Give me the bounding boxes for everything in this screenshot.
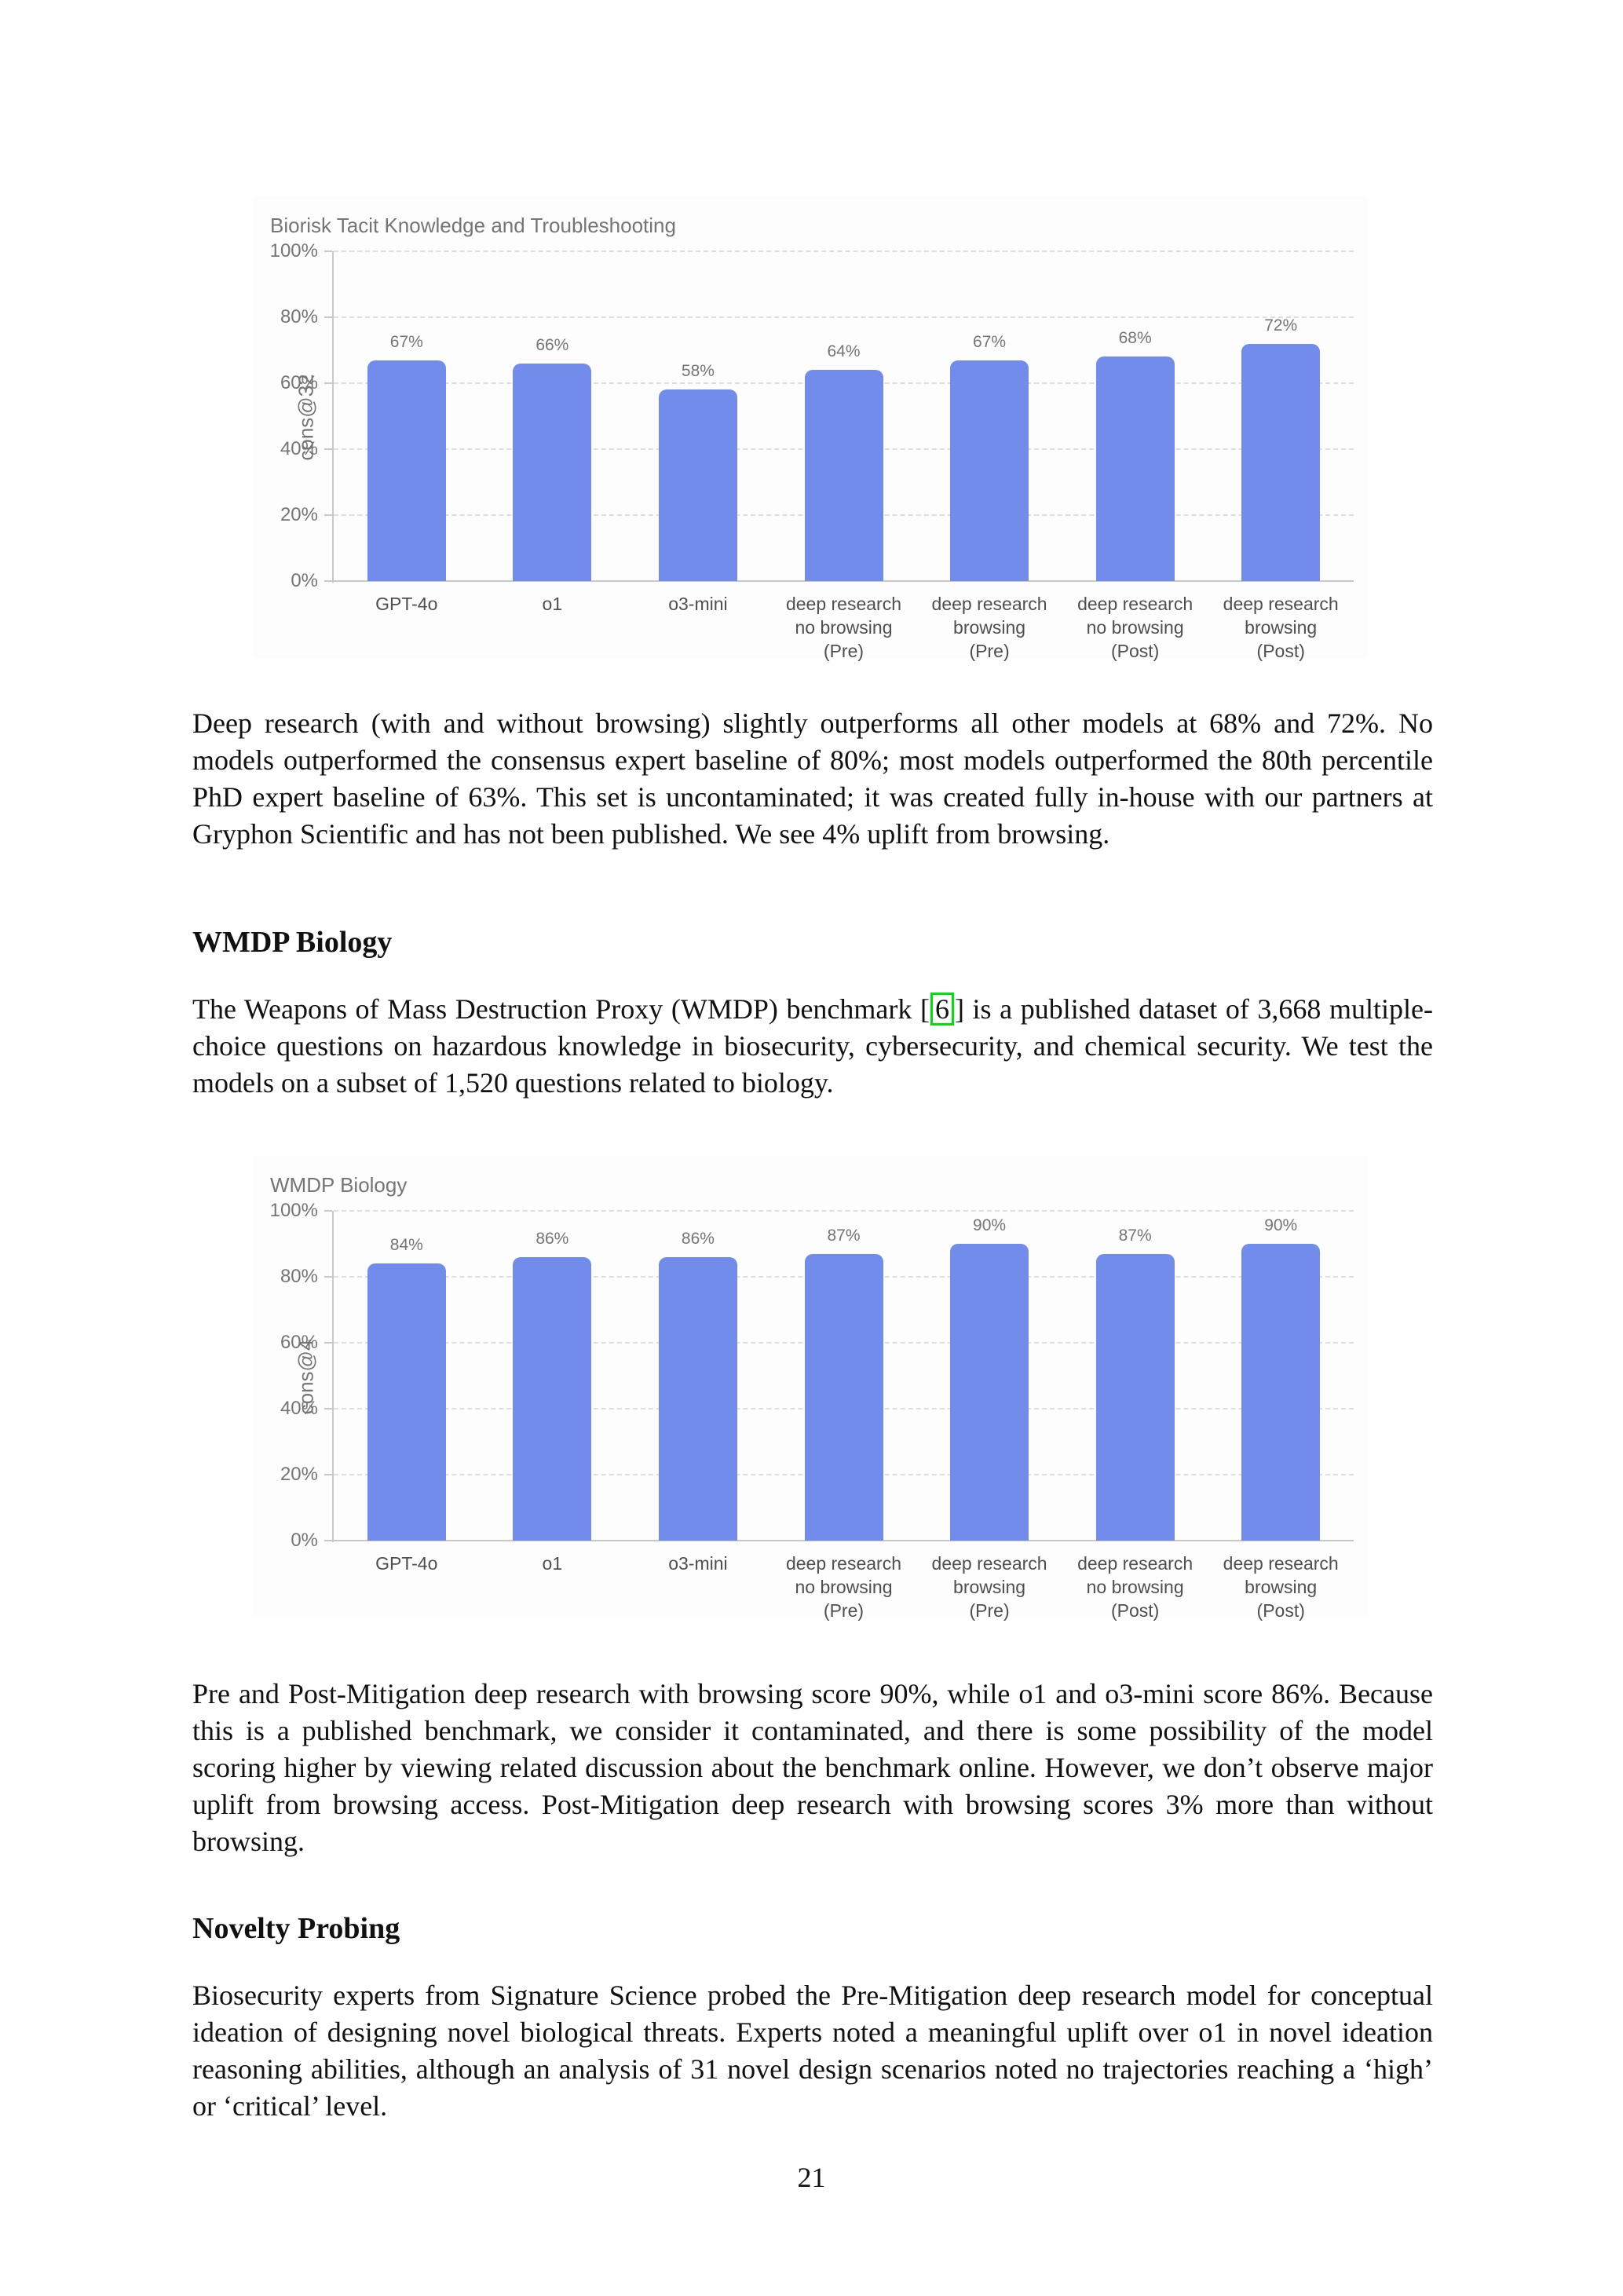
y-axis-tick [324,1342,332,1344]
y-tick-label: 60% [280,372,318,393]
bar-value-label: 87% [1118,1226,1152,1245]
y-tick-label: 80% [280,306,318,327]
bar-deep research-no browsing-Pre [804,1253,883,1541]
bar-deep research-no browsing-Post [1095,356,1175,581]
bar-value-label: 64% [827,342,861,361]
x-category-label: deep research browsing (Pre) [931,1553,1047,1621]
bar-GPT-4o [367,1263,446,1541]
y-tick-label: 0% [291,1530,318,1551]
bar-deep research-browsing-Pre [950,360,1029,581]
bar-value-label: 72% [1264,316,1298,335]
x-category-label: deep research browsing (Post) [1223,1553,1339,1621]
x-category-label: GPT-4o [375,1553,438,1574]
x-category-label: o3-mini [668,594,728,614]
bar-value-label: 66% [536,335,569,354]
section-heading-novelty-probing: Novelty Probing [192,1912,400,1945]
gridline-80 [334,316,1354,318]
bar-o1 [513,1256,592,1541]
x-category-label: GPT-4o [375,594,438,614]
bar-value-label: 68% [1118,329,1152,348]
y-tick-label: 100% [269,240,318,261]
bar-value-label: 87% [827,1226,861,1245]
x-category-label: deep research browsing (Post) [1223,594,1339,661]
x-category-label: o1 [542,1553,563,1574]
x-category-label: o3-mini [668,1553,728,1574]
y-axis-label: cons@32 [294,374,318,461]
bar-value-label: 58% [681,362,715,381]
y-axis-line [332,251,334,583]
figure-biorisk-tacit-knowledge-chart: Biorisk Tacit Knowledge and Troubleshoot… [253,196,1368,661]
bar-deep research-no browsing-Post [1095,1253,1175,1541]
y-axis-tick [324,1408,332,1409]
y-tick-label: 20% [280,1464,318,1485]
y-tick-label: 100% [269,1200,318,1221]
gridline-100 [334,250,1354,252]
chart-title: WMDP Biology [270,1173,408,1197]
paragraph-text: The Weapons of Mass Destruction Proxy (W… [192,993,920,1025]
x-category-label: deep research no browsing (Post) [1077,594,1193,661]
gridline-100 [334,1210,1354,1212]
bar-deep research-browsing-Post [1241,343,1321,581]
page-number: 21 [797,2162,826,2193]
body-paragraph-wmdp-results: Pre and Post-Mitigation deep research wi… [192,1678,1433,1857]
y-tick-label: 40% [280,1398,318,1419]
citation-link-6[interactable]: 6 [930,993,954,1026]
bar-deep research-browsing-Pre [950,1244,1029,1541]
y-axis-tick [324,580,332,582]
bar-o3-mini [658,389,737,581]
chart-title: Biorisk Tacit Knowledge and Troubleshoot… [270,214,676,237]
bar-GPT-4o [367,360,446,581]
chart-plot-area: 0% 20% 40% 60% 80% 100% 67% GPT-4o 66% o1 58% o3-mi… [270,240,1354,661]
body-paragraph-wmdp-intro: The Weapons of Mass Destruction Proxy (W… [192,991,1433,1102]
y-tick-label: 60% [280,1332,318,1353]
bar-value-label: 67% [973,332,1007,351]
x-category-label: deep research browsing (Pre) [931,594,1047,661]
x-category-label: deep research no browsing (Pre) [785,594,901,661]
y-tick-label: 0% [291,570,318,591]
y-axis-tick [324,1474,332,1475]
y-axis-tick [324,382,332,384]
x-category-label: o1 [542,594,563,614]
paragraph-text: is a published dataset of 3,668 multiple… [192,993,1433,1099]
y-tick-label: 20% [280,504,318,525]
figure-wmdp-biology-chart: WMDP Biology cons@4 0% 20% 40% 60% 80% 100% 84… [253,1156,1368,1621]
body-paragraph-novelty-probing: Biosecurity experts from Signature Scien… [192,1980,1433,2122]
y-axis-tick [324,316,332,318]
y-axis-tick [324,448,332,450]
y-tick-label: 80% [280,1266,318,1287]
y-axis-tick [324,514,332,516]
x-category-label: deep research no browsing (Pre) [785,1553,901,1621]
y-tick-label: 40% [280,438,318,459]
bar-value-label: 90% [1264,1216,1298,1234]
bar-value-label: 86% [681,1229,715,1248]
body-paragraph-biorisk-results: Deep research (with and without browsing… [192,707,1433,850]
y-axis-label: cons@4 [294,1339,318,1415]
citation-bracket-open: [ [919,993,930,1025]
bar-value-label: 84% [389,1236,423,1255]
gridline-0 [334,1540,1354,1541]
bar-value-label: 86% [536,1229,569,1248]
bar-deep research-no browsing-Pre [804,370,883,581]
y-axis-line [332,1211,334,1542]
bar-o1 [513,363,592,581]
citation-bracket-close: ] [954,993,964,1025]
x-category-label: deep research no browsing (Post) [1077,1553,1193,1621]
bar-value-label: 90% [973,1216,1007,1234]
bar-o3-mini [658,1256,737,1541]
y-axis-tick [324,1210,332,1212]
bar-value-label: 67% [389,332,423,351]
gridline-0 [334,580,1354,582]
y-axis-tick [324,1540,332,1541]
y-axis-tick [324,250,332,252]
section-heading-wmdp-biology: WMDP Biology [192,926,393,959]
chart-plot-area: 0% 20% 40% 60% 80% 100% 84% GPT-4o 86% o1 86% o3-mi… [270,1200,1354,1621]
bar-deep research-browsing-Post [1241,1244,1321,1541]
y-axis-tick [324,1276,332,1278]
